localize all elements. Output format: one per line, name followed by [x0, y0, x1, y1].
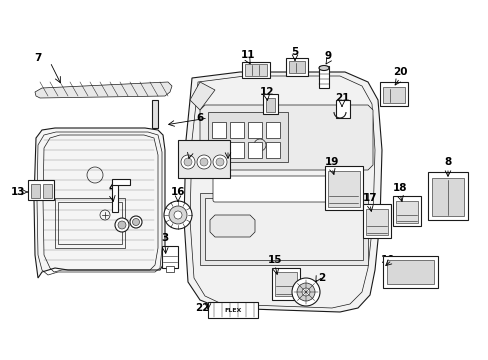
- Bar: [318, 66, 328, 88]
- Bar: [200, 193, 367, 265]
- Circle shape: [200, 158, 207, 166]
- Bar: [288, 61, 305, 73]
- Bar: [31, 184, 40, 198]
- Text: 19: 19: [324, 157, 339, 167]
- Bar: [382, 256, 437, 288]
- Text: 20: 20: [392, 67, 407, 77]
- Polygon shape: [183, 72, 381, 312]
- Circle shape: [291, 278, 319, 306]
- Text: 11: 11: [240, 50, 255, 60]
- Circle shape: [181, 155, 195, 169]
- Polygon shape: [152, 100, 158, 128]
- Polygon shape: [209, 215, 254, 237]
- Circle shape: [197, 155, 210, 169]
- Bar: [178, 140, 229, 178]
- Polygon shape: [200, 105, 372, 170]
- Bar: [43, 184, 52, 198]
- Bar: [392, 196, 420, 226]
- Bar: [55, 198, 125, 248]
- Bar: [247, 142, 262, 158]
- Bar: [229, 122, 244, 138]
- Bar: [325, 166, 362, 210]
- Circle shape: [115, 218, 129, 232]
- Text: 14: 14: [181, 143, 195, 153]
- Text: 15: 15: [267, 255, 282, 265]
- Circle shape: [130, 216, 142, 228]
- Circle shape: [302, 288, 309, 296]
- Text: 1: 1: [224, 140, 231, 150]
- Circle shape: [296, 283, 314, 301]
- Bar: [265, 98, 274, 112]
- Bar: [327, 171, 359, 207]
- Bar: [212, 142, 225, 158]
- Bar: [431, 178, 463, 216]
- Text: 2: 2: [318, 273, 325, 283]
- Ellipse shape: [318, 66, 328, 71]
- Bar: [242, 62, 269, 78]
- Circle shape: [216, 158, 224, 166]
- Bar: [112, 179, 130, 185]
- Bar: [274, 272, 296, 296]
- FancyBboxPatch shape: [213, 176, 346, 202]
- Bar: [244, 64, 266, 76]
- Bar: [386, 260, 433, 284]
- Bar: [58, 202, 122, 244]
- Bar: [263, 94, 278, 114]
- Circle shape: [169, 206, 186, 224]
- Text: 10: 10: [380, 255, 394, 265]
- Polygon shape: [190, 82, 215, 110]
- Bar: [229, 142, 244, 158]
- Text: 12: 12: [259, 87, 274, 97]
- Text: 17: 17: [362, 193, 377, 203]
- Text: 22: 22: [194, 303, 209, 313]
- Bar: [265, 142, 280, 158]
- Polygon shape: [35, 82, 172, 98]
- Bar: [379, 82, 407, 106]
- Text: 6: 6: [196, 113, 203, 123]
- Text: 9: 9: [324, 51, 331, 61]
- Text: 7: 7: [34, 53, 41, 63]
- Text: 18: 18: [392, 183, 407, 193]
- Circle shape: [183, 158, 192, 166]
- Bar: [427, 172, 467, 220]
- Bar: [207, 302, 258, 318]
- Text: 3: 3: [161, 233, 168, 243]
- Circle shape: [118, 221, 126, 229]
- Circle shape: [213, 155, 226, 169]
- Text: 16: 16: [170, 187, 185, 197]
- Bar: [395, 201, 417, 223]
- Circle shape: [132, 219, 139, 225]
- Text: 4: 4: [108, 183, 116, 193]
- Bar: [165, 266, 174, 272]
- Bar: [212, 122, 225, 138]
- Bar: [265, 122, 280, 138]
- Polygon shape: [34, 128, 164, 278]
- Bar: [339, 180, 361, 198]
- Bar: [365, 209, 387, 235]
- Bar: [335, 100, 349, 118]
- Bar: [285, 58, 307, 76]
- Text: 8: 8: [444, 157, 451, 167]
- Bar: [271, 268, 299, 300]
- Text: 13: 13: [11, 187, 25, 197]
- Bar: [204, 198, 362, 260]
- Bar: [247, 122, 262, 138]
- Text: 21: 21: [334, 93, 348, 103]
- Text: FLEX: FLEX: [224, 307, 241, 312]
- Bar: [162, 246, 178, 268]
- Bar: [207, 112, 287, 162]
- Circle shape: [174, 211, 182, 219]
- Text: 5: 5: [291, 47, 298, 57]
- Bar: [382, 87, 404, 103]
- Bar: [28, 180, 54, 200]
- Bar: [362, 204, 390, 238]
- Circle shape: [163, 201, 192, 229]
- Bar: [112, 182, 118, 212]
